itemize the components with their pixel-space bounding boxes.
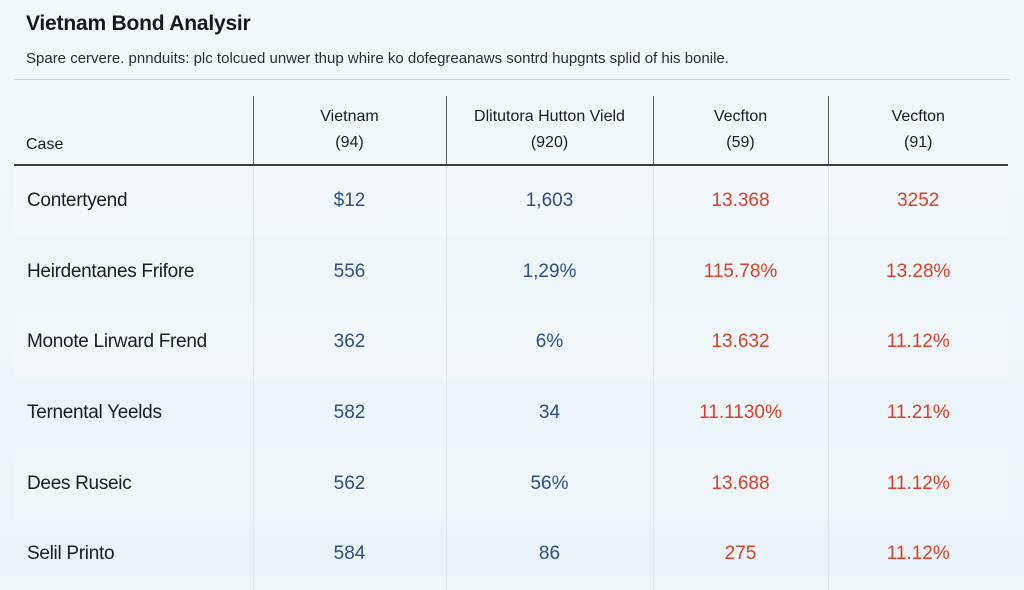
cell-value: 1,29% — [446, 236, 654, 308]
cell-value: 556 — [253, 236, 447, 308]
column-header-vietnam: Vietnam (94) — [253, 96, 447, 166]
row-case-label: Selil Printo — [14, 518, 254, 590]
column-header-case: Case — [14, 96, 254, 166]
column-header-sublabel: (94) — [335, 134, 364, 151]
column-header-label: Dlitutora Hutton Vield — [474, 108, 625, 125]
cell-value: 11.12% — [828, 307, 1008, 378]
column-header-vecfton-a: Vecfton (59) — [653, 96, 829, 166]
row-case-label: Monote Lirward Frend — [14, 307, 254, 378]
table-header-row: Case Vietnam (94) Dlitutora Hutton Vield… — [14, 96, 1008, 166]
column-header-sublabel: (59) — [726, 134, 755, 151]
cell-value: 13.28% — [886, 260, 951, 282]
column-header-sublabel: (920) — [530, 134, 569, 151]
cell-value: 13.632 — [653, 307, 829, 378]
cell-value: 11.12% — [828, 448, 1008, 519]
table-row: Heirdentanes Frifore 556 1,29% 115.78% 1… — [14, 236, 1008, 308]
column-header-label: Vietnam — [320, 108, 379, 125]
cell-value: 56% — [446, 448, 654, 519]
cell-value: 11.12% — [886, 543, 950, 565]
table-row: Monote Lirward Frend 362 6% 13.632 11.12… — [14, 307, 1008, 378]
column-header-yield: Dlitutora Hutton Vield (920) — [446, 96, 654, 166]
cell-value: 34 — [446, 377, 654, 449]
cell-value: 11.1130% — [653, 377, 829, 449]
cell-value: 582 — [253, 377, 447, 449]
cell-value: $12 — [253, 165, 447, 237]
cell-value: 584 — [253, 518, 447, 590]
column-header-sublabel: (91) — [904, 134, 933, 151]
cell-value: 11.21% — [886, 402, 950, 424]
table-row: Contertyend $12 1,603 13.368 3252 — [14, 165, 1008, 237]
table-row: Ternental Yeelds 582 34 11.1130% 11.21% — [14, 377, 1008, 449]
cell-value: 562 — [253, 448, 447, 519]
cell-value: 13.368 — [653, 165, 829, 237]
page-subtitle: Spare cervere. pnnduits: plc tolcued unw… — [26, 50, 729, 67]
cell-value: 86 — [446, 518, 654, 590]
column-header-vecfton-b: Vecfton (91) — [828, 96, 1008, 166]
cell-value: 115.78% — [653, 236, 829, 308]
column-header-label: Vecfton — [891, 108, 945, 125]
row-case-label: Heirdentanes Frifore — [14, 236, 254, 308]
row-case-label: Dees Ruseic — [14, 448, 254, 519]
row-case-label: Contertyend — [14, 165, 254, 237]
cell-value: 13.688 — [653, 448, 829, 519]
page-title: Vietnam Bond Analysir — [26, 12, 251, 35]
table-row: Selil Printo 584 86 275 11.12% — [14, 518, 1008, 590]
cell-value: 3252 — [828, 165, 1008, 237]
header-divider — [14, 79, 1010, 80]
table-row: Dees Ruseic 562 56% 13.688 11.12% — [14, 448, 1008, 519]
cell-value: 1,603 — [446, 165, 654, 237]
row-case-label: Ternental Yeelds — [14, 377, 254, 449]
column-header-label: Vecfton — [713, 108, 768, 125]
cell-value: 6% — [446, 307, 654, 378]
cell-value: 362 — [253, 307, 447, 378]
bond-table: Case Vietnam (94) Dlitutora Hutton Vield… — [14, 96, 1008, 590]
cell-value: 275 — [653, 518, 829, 590]
column-header-label: Case — [26, 136, 64, 153]
